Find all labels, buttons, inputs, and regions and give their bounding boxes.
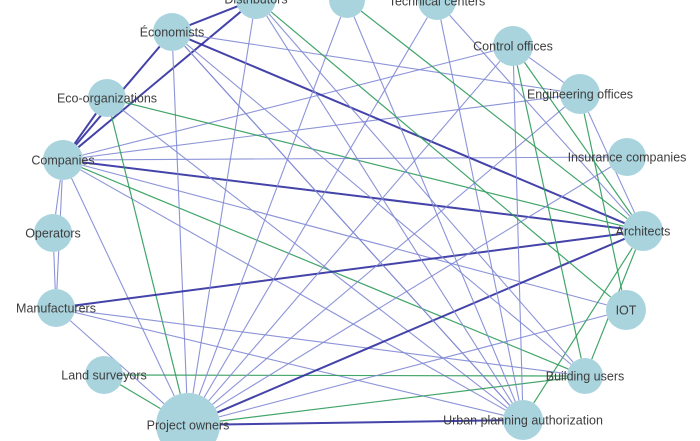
svg-text:Companies: Companies bbox=[31, 154, 94, 168]
svg-text:Eco-organizations: Eco-organizations bbox=[57, 92, 157, 106]
svg-text:Manufacturers: Manufacturers bbox=[16, 302, 96, 316]
svg-text:Operators: Operators bbox=[25, 227, 81, 241]
svg-text:Distributors: Distributors bbox=[224, 0, 287, 7]
svg-text:Insurance companies: Insurance companies bbox=[568, 151, 687, 165]
svg-text:Project owners: Project owners bbox=[147, 419, 230, 433]
svg-text:Land surveyors: Land surveyors bbox=[61, 369, 146, 383]
svg-text:Engineering offices: Engineering offices bbox=[527, 88, 633, 102]
svg-text:Technical centers: Technical centers bbox=[389, 0, 486, 9]
svg-text:IOT: IOT bbox=[616, 304, 637, 318]
svg-text:Control offices: Control offices bbox=[473, 40, 553, 54]
svg-text:Building users: Building users bbox=[546, 370, 625, 384]
svg-text:Urban planning authorization: Urban planning authorization bbox=[443, 414, 603, 428]
svg-text:Économists: Économists bbox=[140, 25, 205, 40]
svg-text:Architects: Architects bbox=[616, 225, 671, 239]
